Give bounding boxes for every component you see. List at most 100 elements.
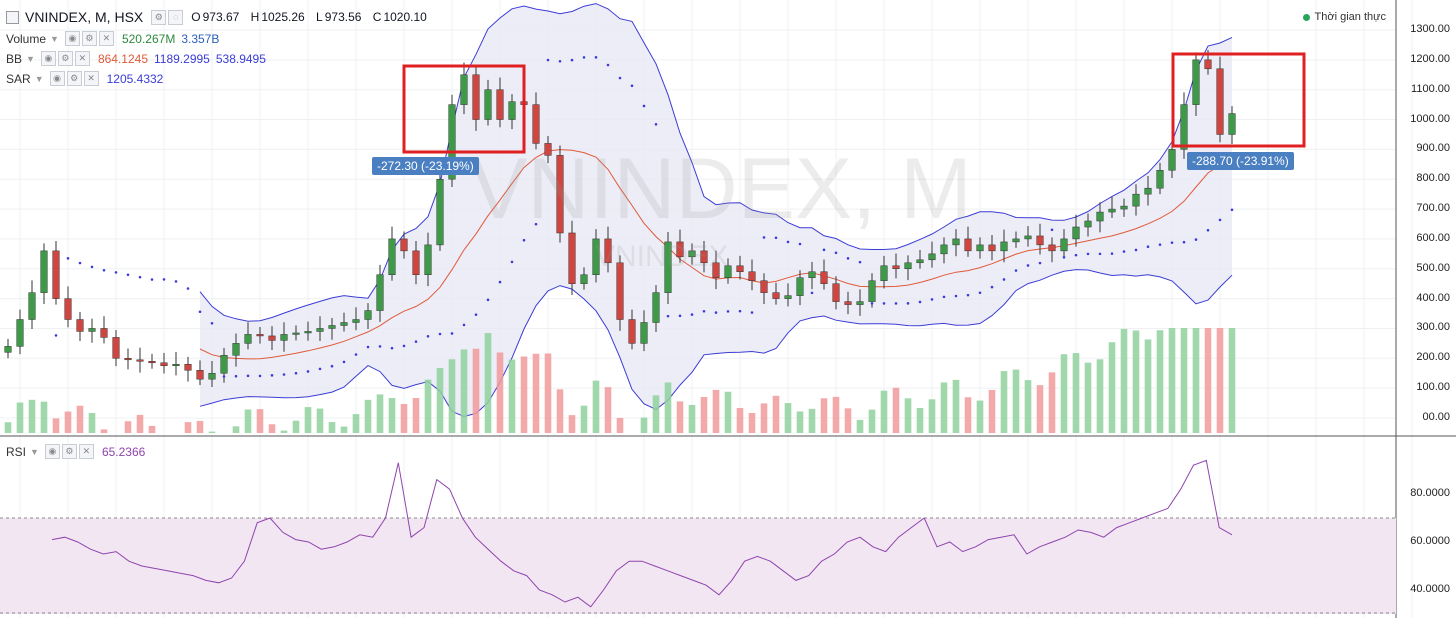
price-tick-label: 800.00 — [1416, 172, 1450, 185]
sar-dot — [690, 313, 694, 316]
candle-body — [784, 295, 792, 299]
sar-dot — [402, 344, 406, 348]
settings-icon[interactable]: ◉ — [40, 51, 56, 66]
sar-dot — [582, 56, 586, 59]
candle-body — [1180, 104, 1188, 150]
close-icon[interactable]: ✕ — [98, 31, 114, 46]
sar-dot — [750, 311, 754, 314]
volume-bar — [412, 398, 420, 433]
volume-bar — [64, 411, 72, 433]
settings-icon[interactable]: ⚙ — [81, 31, 97, 46]
sar-dot — [498, 280, 502, 284]
settings-icon[interactable]: ⚙ — [61, 444, 77, 459]
bb-lower-value: 538.9495 — [215, 51, 266, 66]
settings-icon[interactable]: ⚙ — [66, 71, 82, 86]
volume-bar — [16, 402, 24, 433]
sar-caret-icon[interactable]: ▼ — [34, 73, 44, 84]
settings-icon[interactable]: ◉ — [44, 444, 60, 459]
sar-dot — [726, 310, 730, 313]
candle-body — [232, 343, 240, 356]
sar-dot — [906, 302, 910, 305]
candle-body — [508, 101, 516, 120]
price-tick-label: 300.00 — [1416, 321, 1450, 334]
sar-name: SAR — [6, 71, 31, 86]
volume-bar — [448, 359, 456, 433]
sar-dot — [714, 311, 718, 314]
close-icon[interactable]: ✕ — [83, 71, 99, 86]
candle-body — [556, 155, 564, 234]
candle-body — [1144, 187, 1152, 195]
collapse-icon[interactable] — [6, 10, 19, 24]
candle-body — [1168, 149, 1176, 171]
candle-body — [484, 89, 492, 120]
sar-dot — [1158, 243, 1162, 246]
volume-bar — [376, 394, 384, 433]
sar-dot — [606, 63, 610, 67]
measure-label-left[interactable]: -272.30 (-23.19%) — [372, 157, 479, 175]
sar-dot — [186, 287, 190, 290]
candle-body — [76, 319, 84, 332]
volume-bar — [976, 400, 984, 433]
volume-bar — [232, 426, 240, 433]
symbol-legend: VNINDEX, M, HSX ⚙ ◌ O 973.67 H 1025.26 L 97… — [6, 9, 435, 25]
hide-icon[interactable]: ◌ — [168, 9, 184, 25]
candle-body — [1096, 211, 1104, 222]
sar-dot — [90, 265, 94, 269]
volume-bar — [148, 425, 156, 433]
sar-dot — [78, 261, 82, 265]
volume-bar — [1132, 330, 1140, 433]
volume-bar — [1060, 354, 1068, 433]
sar-dot — [198, 310, 202, 314]
candle-body — [724, 265, 732, 278]
volume-bar — [1192, 328, 1200, 433]
price-tick-label: 00.00 — [1422, 411, 1450, 423]
sar-dot — [510, 260, 514, 264]
volume-bar — [820, 398, 828, 433]
volume-caret-icon[interactable]: ▼ — [50, 33, 59, 44]
settings-icon[interactable]: ⚙ — [151, 9, 167, 25]
sar-dot — [486, 298, 490, 302]
rsi-tick-label: 40.0000 — [1410, 583, 1450, 595]
volume-bar — [1012, 369, 1020, 433]
sar-dot — [810, 291, 814, 295]
sar-dot — [390, 346, 394, 350]
sar-dot — [426, 334, 430, 338]
rsi-caret-icon[interactable]: ▼ — [30, 446, 39, 457]
volume-bar — [136, 414, 144, 433]
candle-body — [736, 265, 744, 273]
settings-icon[interactable]: ◉ — [64, 31, 80, 46]
candle-body — [880, 265, 888, 281]
candle-body — [700, 250, 708, 264]
candle-body — [4, 346, 12, 353]
sar-dot — [930, 298, 934, 301]
sar-dot — [1050, 228, 1054, 232]
sar-dot — [834, 251, 838, 255]
settings-icon[interactable]: ⚙ — [57, 51, 73, 66]
sar-dot — [954, 294, 958, 298]
sar-dot — [1002, 278, 1006, 281]
close-icon[interactable]: ✕ — [74, 51, 90, 66]
volume-bar — [652, 395, 660, 433]
sar-dot — [546, 58, 550, 62]
volume-bar — [916, 407, 924, 433]
candle-body — [136, 359, 144, 362]
sar-dot — [378, 345, 382, 348]
volume-bar — [844, 408, 852, 433]
sar-dot — [774, 236, 778, 240]
candle-body — [1072, 226, 1080, 240]
measure-label-right[interactable]: -288.70 (-23.91%) — [1187, 152, 1294, 170]
sar-dot — [258, 374, 262, 378]
settings-icon[interactable]: ◉ — [49, 71, 65, 86]
volume-ma-value: 3.357B — [181, 31, 220, 46]
sar-dot — [1146, 245, 1150, 248]
bb-caret-icon[interactable]: ▼ — [26, 53, 35, 64]
candle-body — [196, 369, 204, 380]
close-icon[interactable]: ✕ — [78, 444, 94, 459]
candle-body — [28, 292, 36, 320]
price-tick-label: 1200.00 — [1410, 52, 1450, 65]
volume-bar — [988, 389, 996, 433]
candle-body — [532, 104, 540, 144]
sar-dot — [342, 360, 346, 364]
candle-body — [388, 238, 396, 275]
